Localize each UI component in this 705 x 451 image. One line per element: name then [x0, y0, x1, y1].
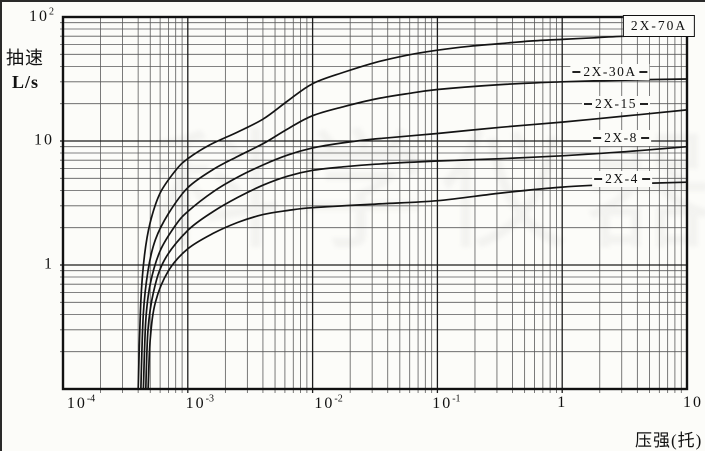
curve-2X-15: [142, 109, 687, 389]
grid-minor: [60, 17, 687, 393]
y-tick-label: 10: [34, 131, 54, 149]
curve-label-text: 2X-8: [604, 130, 638, 145]
x-tick-label: 1: [557, 394, 568, 411]
curve-label-2X-30A: 2X-30A: [570, 64, 650, 80]
curve-label-text: 2X-4: [605, 171, 639, 186]
curve-2X-4: [147, 181, 687, 389]
x-tick-label: 10: [683, 394, 703, 411]
curve-label-2X-15: 2X-15: [582, 96, 650, 112]
grid-major: [60, 17, 687, 393]
leader-dash: [640, 137, 649, 139]
y-axis-units: L/s: [12, 72, 40, 92]
curve-2X-8: [144, 145, 687, 389]
y-tick-label: 102: [29, 6, 54, 26]
curve-label-text: 2X-30A: [583, 64, 637, 79]
curve-2X-30A: [140, 78, 687, 389]
x-tick-label: 10-2: [314, 394, 343, 413]
curve-label-2X-70A: 2X-70A: [622, 15, 696, 37]
x-tick-label: 10-4: [66, 394, 96, 413]
curve-2X-70A: [137, 33, 687, 389]
leader-dash: [639, 71, 648, 73]
leader-dash: [584, 103, 592, 105]
curve-label-text: 2X-70A: [630, 18, 688, 33]
leader-dash: [641, 178, 650, 180]
curve-label-2X-8: 2X-8: [591, 130, 651, 146]
leader-dash: [594, 178, 603, 180]
leader-dash: [593, 137, 602, 139]
y-tick-label: 1: [44, 255, 54, 273]
leader-dash: [572, 71, 581, 73]
x-tick-label: 10-3: [185, 394, 214, 413]
y-axis-title: 抽速: [6, 48, 44, 68]
curve-label-2X-4: 2X-4: [592, 171, 652, 187]
plot-frame: [61, 15, 689, 391]
curves-group: [137, 33, 687, 389]
x-axis-title: 压强(托): [635, 431, 703, 450]
x-tick-label: 10-1: [432, 394, 461, 413]
leader-dash: [640, 103, 648, 105]
curve-label-text: 2X-15: [595, 96, 637, 111]
